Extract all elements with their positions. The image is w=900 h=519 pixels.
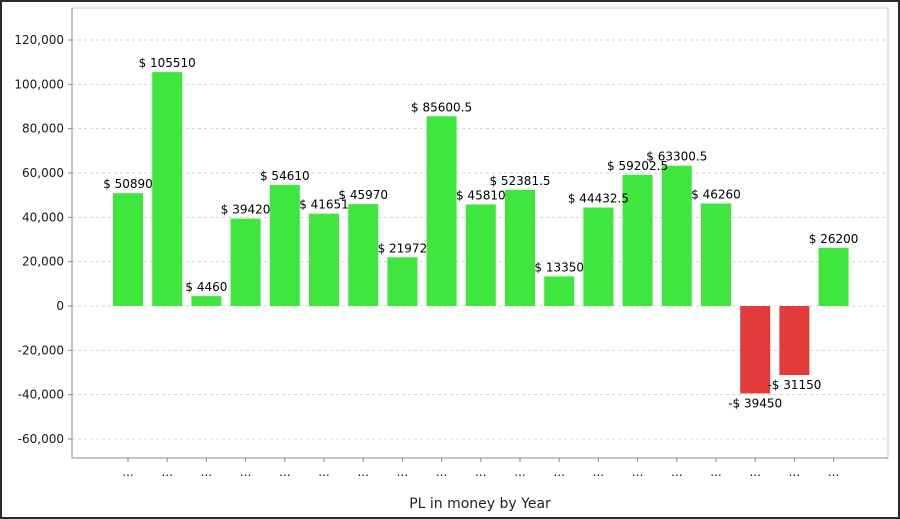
bar: [622, 174, 653, 306]
data-label: $ 4460: [185, 280, 227, 294]
data-label: $ 54610: [260, 169, 310, 183]
x-tick-label: ...: [553, 465, 564, 479]
x-tick-label: ...: [593, 465, 604, 479]
x-tick-label: ...: [789, 465, 800, 479]
x-tick-label: ...: [671, 465, 682, 479]
x-tick-label: ...: [436, 465, 447, 479]
y-tick-label: 60,000: [22, 166, 64, 180]
bar: [113, 193, 143, 306]
data-label: $ 21972: [378, 241, 428, 255]
data-label: $ 59202.5: [607, 159, 668, 173]
data-label: $ 46260: [691, 187, 741, 201]
x-tick-label: ...: [632, 465, 643, 479]
data-label: -$ 39450: [728, 396, 782, 410]
bar: [191, 296, 222, 306]
y-tick-label: -60,000: [18, 432, 64, 446]
data-label: $ 63300.5: [646, 150, 707, 164]
x-axis-title: PL in money by Year: [409, 496, 551, 512]
x-tick-label: ...: [161, 465, 172, 479]
bar: [583, 207, 614, 306]
bar: [426, 116, 457, 306]
bar: [740, 306, 771, 394]
y-tick-label: 20,000: [22, 255, 64, 269]
bar: [152, 72, 183, 306]
x-tick-label: ...: [514, 465, 525, 479]
y-tick-label: 80,000: [22, 122, 64, 136]
x-tick-label: ...: [749, 465, 760, 479]
y-tick-label: 100,000: [14, 77, 64, 91]
data-label: $ 45970: [338, 188, 388, 202]
x-tick-label: ...: [710, 465, 721, 479]
data-label: $ 50890: [103, 177, 153, 191]
bar: [701, 203, 731, 306]
bar: [505, 189, 535, 306]
x-tick-label: ...: [828, 465, 839, 479]
x-tick-label: ...: [397, 465, 408, 479]
bar: [230, 218, 261, 306]
data-label: $ 41651: [299, 198, 349, 212]
data-label: $ 52381.5: [489, 174, 550, 188]
y-tick-label: -40,000: [18, 388, 64, 402]
x-tick-label: ...: [201, 465, 212, 479]
y-tick-label: 120,000: [14, 33, 64, 47]
bar-layer: [113, 72, 849, 394]
x-tick-label: ...: [122, 465, 133, 479]
y-tick-label: 0: [56, 299, 64, 313]
data-label: $ 13350: [534, 260, 584, 274]
x-tick-label: ...: [475, 465, 486, 479]
data-label: $ 44432.5: [568, 192, 629, 206]
bar: [465, 204, 496, 306]
bar: [348, 204, 379, 306]
bar: [779, 306, 810, 376]
bar: [818, 247, 849, 306]
data-label: $ 39420: [221, 203, 271, 217]
data-label: $ 26200: [809, 232, 859, 246]
data-label: -$ 31150: [767, 378, 821, 392]
bar: [661, 165, 692, 306]
y-tick-label: -20,000: [18, 343, 64, 357]
bar: [544, 276, 575, 306]
x-tick-label: ...: [240, 465, 251, 479]
bar: [269, 184, 300, 306]
data-label: $ 85600.5: [411, 100, 472, 114]
data-label: $ 45810: [456, 188, 506, 202]
bar: [387, 257, 418, 306]
x-tick-label: ...: [279, 465, 290, 479]
data-label: $ 105510: [139, 56, 196, 70]
y-tick-label: 40,000: [22, 210, 64, 224]
x-tick-label: ...: [357, 465, 368, 479]
bar: [309, 213, 339, 306]
label-layer: $ 50890 $ 105510 $ 4460 $ 39420 $ 54610 $ 416…: [103, 56, 858, 410]
x-tick-label: ...: [318, 465, 329, 479]
axis-layer: 120,000 100,000 80,000 60,000 40,000 20,000 0 -…: [14, 7, 889, 479]
